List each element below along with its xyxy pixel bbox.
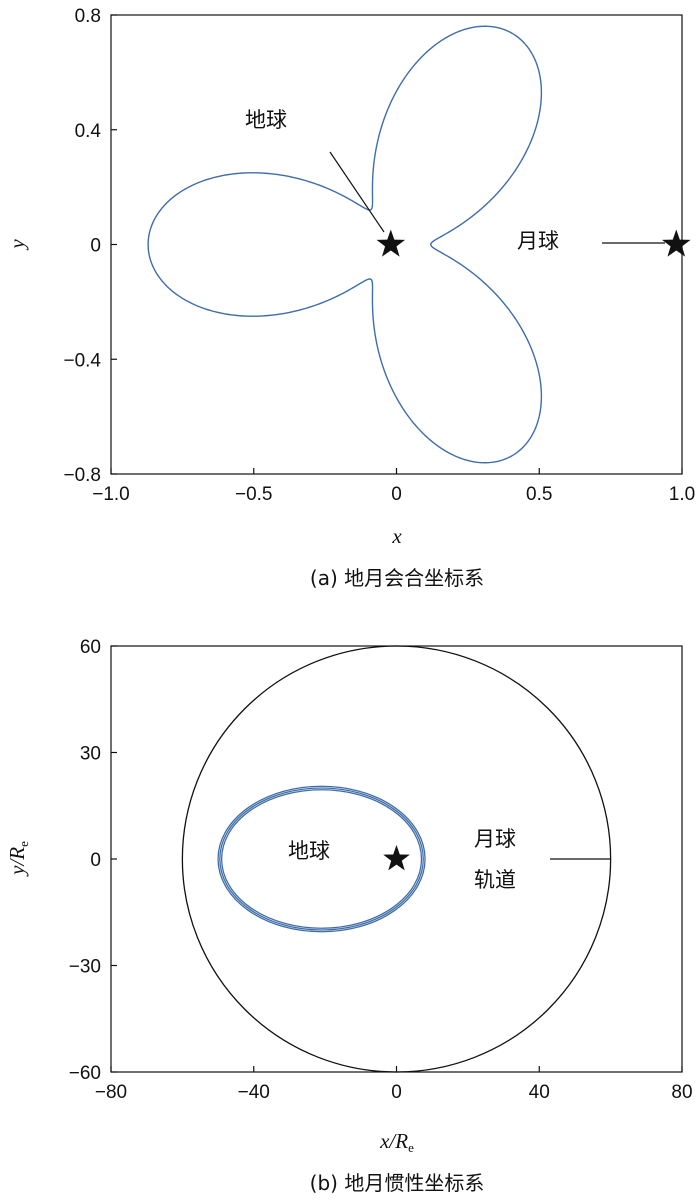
x-tick-label-b: 40	[529, 1082, 550, 1103]
moon-label-a: 月球	[517, 229, 559, 253]
x-tick-label-a: 0.5	[526, 484, 552, 505]
y-tick-label-b: 30	[80, 744, 101, 765]
x-tick-label-b: 0	[391, 1082, 402, 1103]
y-axis-label-a: y	[5, 239, 29, 251]
axis-ticks-b	[110, 645, 683, 1073]
moon-orbit-label-line1-b: 月球	[474, 827, 516, 851]
x-tick-label-a: −1.0	[92, 484, 130, 505]
earth-star-marker-b	[383, 845, 410, 871]
y-tick-label-a: 0.4	[75, 121, 102, 142]
orbit-ellipse-2-b	[220, 789, 423, 929]
y-tick-label-a: −0.8	[63, 465, 101, 486]
y-tick-label-a: 0.8	[75, 6, 101, 27]
y-tick-label-a: 0	[90, 236, 101, 257]
moon-orbit-label-line2-b: 轨道	[474, 868, 516, 892]
x-axis-label-a: x	[391, 524, 402, 548]
y-tick-label-b: 60	[80, 637, 101, 658]
x-axis-label-sub-b: e	[408, 1140, 414, 1155]
caption-a: (a) 地月会合坐标系	[310, 566, 484, 590]
y-tick-label-b: 0	[90, 850, 101, 871]
panel-a: −1.0 −0.5 0 0.5 1.0 0.8 0.4 0 −0.4 −0.8 地球 月球 x y…	[5, 6, 695, 590]
moon-star-a	[662, 229, 691, 257]
tick-labels-b: −80 −40 0 40 80 60 30 0 −30 −60	[69, 637, 693, 1103]
x-tick-label-a: −0.5	[235, 484, 273, 505]
y-tick-label-a: −0.4	[63, 350, 101, 371]
earth-star-a	[376, 229, 406, 257]
earth-leader-line-a	[329, 151, 385, 233]
tick-labels-a: −1.0 −0.5 0 0.5 1.0 0.8 0.4 0 −0.4 −0.8	[63, 6, 695, 505]
x-tick-label-a: 1.0	[669, 484, 695, 505]
moon-star-marker-a	[662, 229, 691, 257]
caption-b: (b) 地月惯性坐标系	[310, 1171, 485, 1195]
x-tick-label-b: 80	[671, 1082, 692, 1103]
x-axis-label-main-b: x/R	[379, 1129, 408, 1153]
x-tick-label-a: 0	[391, 484, 402, 505]
y-axis-label-b: y/Re	[5, 841, 31, 877]
earth-label-b: 地球	[288, 839, 330, 863]
trajectory-line-a	[147, 25, 543, 464]
y-axis-label-sub-b: e	[16, 841, 31, 847]
y-tick-label-b: −60	[69, 1063, 101, 1084]
y-axis-label-main-b: y/R	[5, 847, 29, 877]
trajectory-a	[147, 25, 543, 464]
orbit-ellipse-0-b	[217, 785, 426, 933]
earth-star-marker-a	[376, 229, 406, 257]
x-tick-label-b: −40	[238, 1082, 270, 1103]
earth-label-a: 地球	[245, 108, 287, 132]
x-tick-label-b: −80	[95, 1082, 127, 1103]
y-tick-label-b: −30	[69, 957, 101, 978]
earth-star-b	[383, 845, 410, 871]
x-axis-label-b: x/Re	[379, 1129, 414, 1155]
orbit-ellipse-1-b	[219, 787, 424, 931]
axis-ticks-a	[110, 14, 683, 475]
